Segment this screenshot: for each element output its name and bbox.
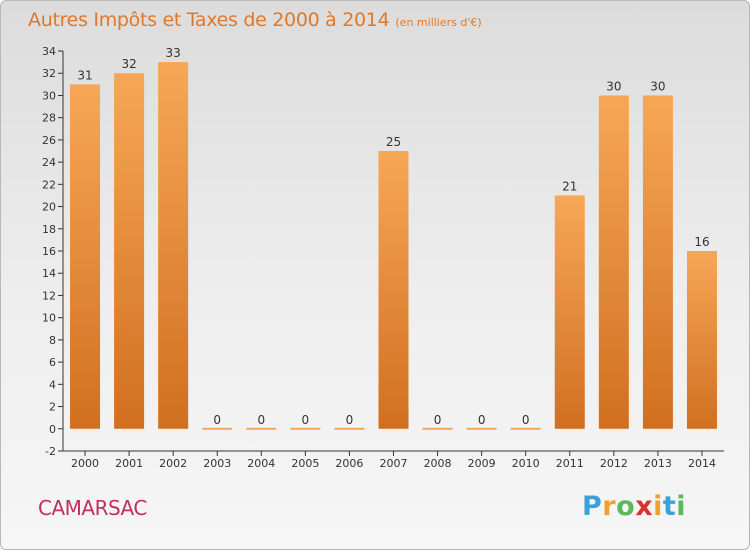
x-tick-label: 2006 [335,457,363,470]
data-label: 21 [562,179,577,193]
bar [554,195,585,429]
data-label: 0 [346,413,354,427]
data-label: 0 [257,413,265,427]
bar [290,427,321,430]
x-tick-label: 2009 [468,457,496,470]
data-label: 33 [166,46,181,60]
y-tick-label: 16 [42,245,56,258]
bar [114,73,145,429]
x-tick-label: 2010 [512,457,540,470]
bar [642,95,673,429]
proxiti-logo: Proxiti [582,491,686,522]
x-tick-label: 2005 [291,457,319,470]
x-tick-label: 2000 [71,457,99,470]
x-tick-label: 2013 [644,457,672,470]
y-tick-label: -2 [45,445,56,458]
x-tick-label: 2004 [247,457,275,470]
x-tick-label: 2011 [556,457,584,470]
y-tick-label: 0 [49,423,56,436]
y-tick-label: 14 [42,267,56,280]
x-tick-label: 2014 [688,457,716,470]
y-tick-label: 18 [42,223,56,236]
logo-letter: P [582,491,603,522]
bar [246,427,277,430]
y-tick-label: 30 [42,89,56,102]
y-tick-label: 6 [49,356,56,369]
bar [158,62,189,429]
y-tick-label: 32 [42,67,56,80]
logo-letter: x [635,491,654,522]
x-tick-label: 2002 [159,457,187,470]
y-tick-label: 2 [49,401,56,414]
logo-letter: r [602,491,617,522]
y-tick-label: 4 [49,378,56,391]
data-label: 0 [522,413,530,427]
bar [686,251,717,429]
x-tick-label: 2008 [424,457,452,470]
y-tick-label: 12 [42,289,56,302]
x-tick-label: 2003 [203,457,231,470]
bar [422,427,453,430]
x-tick-label: 2001 [115,457,143,470]
data-label: 25 [386,135,401,149]
bar [510,427,541,430]
y-tick-label: 10 [42,312,56,325]
data-label: 30 [650,79,665,93]
logo-letter: o [616,491,636,522]
logo-letter: i [676,491,687,522]
y-tick-label: 26 [42,134,56,147]
y-tick-label: 34 [42,45,56,58]
chart-title-main: Autres Impôts et Taxes de 2000 à 2014 [28,9,390,31]
data-label: 0 [434,413,442,427]
data-label: 0 [478,413,486,427]
chart-title-unit: (en milliers d'€) [395,16,482,29]
bar [378,151,409,429]
y-tick-label: 8 [49,334,56,347]
x-tick-label: 2007 [380,457,408,470]
logo-letter: t [662,491,677,522]
y-tick-label: 24 [42,156,56,169]
y-tick-label: 20 [42,201,56,214]
data-label: 0 [302,413,310,427]
logo-letter: i [653,491,663,522]
y-tick-label: 28 [42,112,56,125]
bar [334,427,365,430]
data-label: 16 [694,235,709,249]
x-tick-label: 2012 [600,457,628,470]
bar [598,95,629,429]
y-tick-label: 22 [42,178,56,191]
bar [202,427,233,430]
chart-title: Autres Impôts et Taxes de 2000 à 2014 (en… [28,9,482,31]
data-label: 31 [77,68,92,82]
bar [70,84,101,429]
commune-name: CAMARSAC [38,496,147,520]
data-label: 30 [606,79,621,93]
bar [466,427,497,430]
data-label: 32 [121,57,136,71]
data-label: 0 [213,413,221,427]
